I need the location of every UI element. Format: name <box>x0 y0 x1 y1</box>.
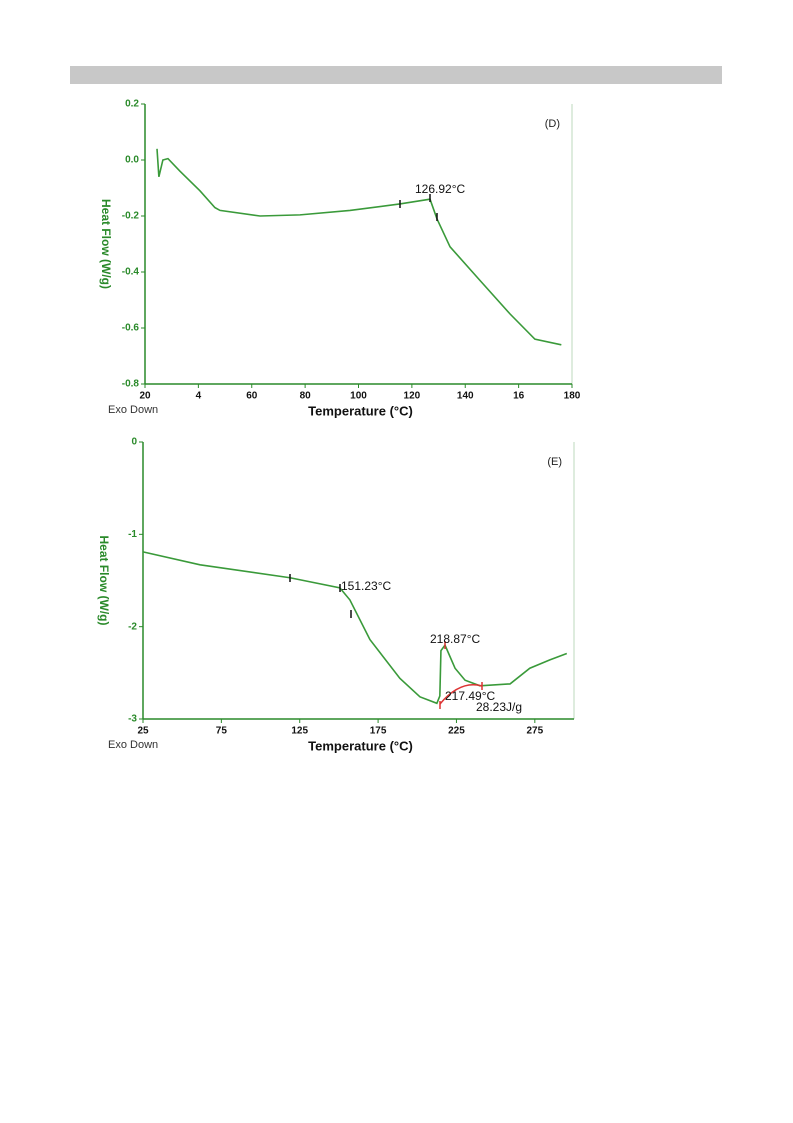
x-tick-label: 180 <box>564 391 581 402</box>
y-tick-label: -0.4 <box>122 267 140 278</box>
x-tick-label: 100 <box>350 391 367 402</box>
peak-integration <box>439 684 483 705</box>
y-axis-label: Heat Flow (W/g) <box>97 536 111 626</box>
exo-note: Exo Down <box>108 404 158 416</box>
y-tick-label: -3 <box>128 714 137 725</box>
y-tick-label: -0.6 <box>122 323 140 334</box>
x-tick-label: 20 <box>139 391 151 402</box>
panel-label: (D) <box>545 118 560 130</box>
y-tick-label: -0.8 <box>122 379 140 390</box>
x-tick-label: 80 <box>300 391 312 402</box>
x-tick-label: 140 <box>457 391 474 402</box>
annotation: 126.92°C <box>415 182 466 196</box>
annotation: 151.23°C <box>341 579 392 593</box>
x-tick-label: 225 <box>448 726 465 737</box>
panel-label: (E) <box>547 456 562 468</box>
annotation: 218.87°C <box>430 632 481 646</box>
y-tick-label: -0.2 <box>122 211 140 222</box>
x-tick-label: 175 <box>370 726 387 737</box>
x-axis-label: Temperature (°C) <box>308 738 413 753</box>
y-axis-label: Heat Flow (W/g) <box>99 199 113 289</box>
y-tick-label: 0 <box>131 437 137 448</box>
header-bar <box>70 66 722 84</box>
x-tick-label: 25 <box>137 726 149 737</box>
y-tick-label: -1 <box>128 529 137 540</box>
y-tick-label: 0.2 <box>125 99 139 110</box>
x-tick-label: 75 <box>216 726 228 737</box>
y-tick-label: -2 <box>128 621 137 632</box>
x-tick-label: 16 <box>513 391 525 402</box>
x-tick-label: 60 <box>246 391 258 402</box>
exo-note: Exo Down <box>108 739 158 751</box>
annotation: 28.23J/g <box>476 700 522 714</box>
x-axis-label: Temperature (°C) <box>308 403 413 418</box>
x-tick-label: 125 <box>291 726 308 737</box>
x-tick-label: 275 <box>526 726 543 737</box>
x-tick-label: 120 <box>404 391 421 402</box>
y-tick-label: 0.0 <box>125 155 139 166</box>
x-tick-label: 4 <box>196 391 202 402</box>
annotation: 217.49°C <box>445 689 496 703</box>
data-line <box>142 551 568 705</box>
data-line <box>156 148 562 346</box>
